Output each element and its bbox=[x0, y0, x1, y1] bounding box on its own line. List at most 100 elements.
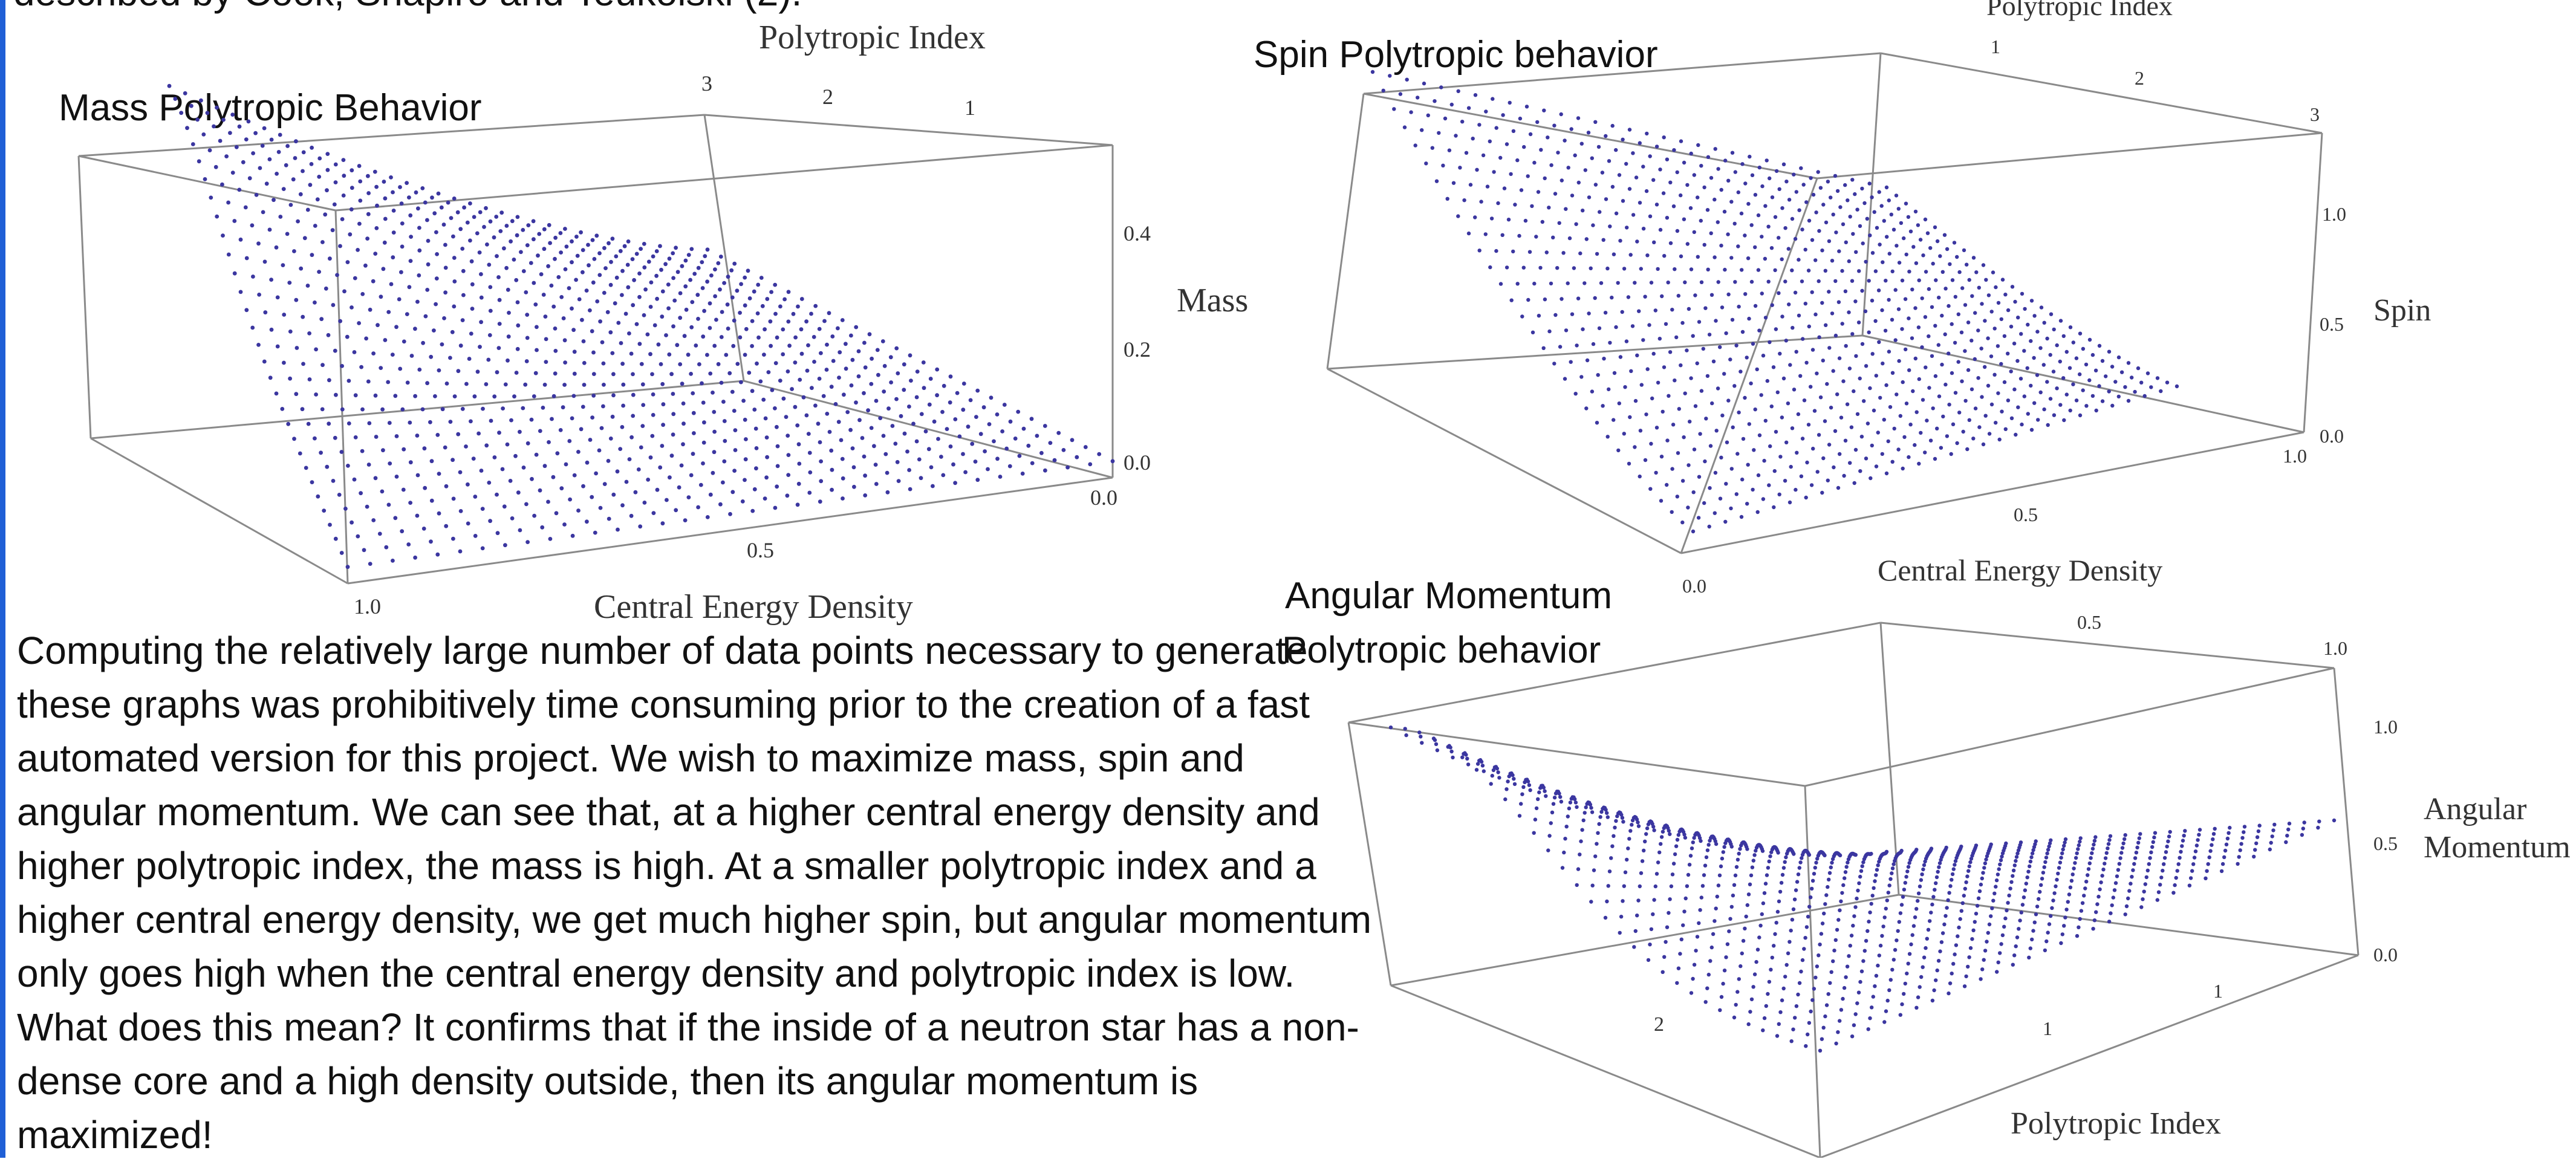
angular-data-point bbox=[1652, 898, 1656, 902]
spin-data-point bbox=[1907, 455, 1911, 459]
mass-data-point bbox=[469, 259, 474, 264]
mass-data-point bbox=[487, 333, 492, 337]
spin-data-point bbox=[1676, 294, 1680, 298]
mass-data-point bbox=[830, 334, 835, 339]
spin-data-point bbox=[1702, 185, 1706, 190]
mass-data-point bbox=[232, 271, 237, 276]
spin-data-point bbox=[1818, 186, 1823, 190]
angular-data-point bbox=[1777, 899, 1781, 904]
mass-data-point bbox=[288, 329, 293, 334]
mass-data-point bbox=[775, 484, 779, 489]
spin-data-point bbox=[1867, 279, 1871, 283]
spin-data-point bbox=[1575, 343, 1579, 348]
spin-data-point bbox=[1679, 193, 1683, 198]
mass-data-point bbox=[408, 501, 412, 505]
spin-data-point bbox=[1680, 520, 1685, 525]
spin-data-point bbox=[1747, 316, 1751, 321]
angular-data-point bbox=[1496, 770, 1500, 774]
spin-data-point bbox=[1786, 247, 1791, 251]
spin-data-point bbox=[2107, 389, 2111, 394]
spin-data-point bbox=[1977, 285, 1981, 290]
mass-data-point bbox=[212, 124, 216, 129]
spin-data-point bbox=[1494, 248, 1498, 253]
spin-data-point bbox=[1847, 366, 1852, 371]
mass-data-point bbox=[747, 296, 752, 300]
spin-data-point bbox=[1563, 138, 1567, 143]
angular-data-point bbox=[1646, 958, 1651, 962]
mass-data-point bbox=[413, 555, 417, 560]
mass-data-point bbox=[452, 304, 457, 309]
mass-data-point bbox=[381, 448, 385, 453]
spin-data-point bbox=[1815, 371, 1819, 375]
mass-data-point bbox=[689, 372, 693, 376]
angular-data-point bbox=[2122, 837, 2127, 842]
mass-data-point bbox=[389, 175, 393, 180]
angular-data-point bbox=[1745, 903, 1749, 907]
angular-data-point bbox=[2138, 832, 2142, 836]
mass-data-point bbox=[786, 473, 791, 477]
spin-data-point bbox=[1660, 294, 1664, 299]
mass-data-point bbox=[701, 461, 705, 466]
angular-data-point bbox=[1692, 962, 1697, 967]
mass-data-point bbox=[407, 285, 412, 290]
angular-data-point bbox=[1831, 959, 1835, 964]
angular-data-point bbox=[1935, 968, 1939, 973]
angular-data-point bbox=[2166, 839, 2170, 843]
spin-data-point bbox=[2003, 427, 2008, 431]
mass-data-point bbox=[643, 287, 648, 292]
mass-data-point bbox=[807, 450, 812, 455]
angular-data-point bbox=[1763, 881, 1768, 886]
angular-data-point bbox=[1434, 742, 1439, 747]
spin-data-point bbox=[1709, 176, 1714, 180]
spin-data-point bbox=[1567, 236, 1572, 241]
angular-data-point bbox=[1567, 807, 1572, 811]
spin-data-point bbox=[2107, 349, 2112, 354]
mass-data-point bbox=[683, 284, 688, 289]
angular-data-point bbox=[2091, 927, 2095, 931]
mass-data-point bbox=[302, 236, 307, 241]
mass-data-point bbox=[785, 433, 790, 438]
spin-data-point bbox=[2042, 407, 2046, 412]
mass-data-point bbox=[353, 435, 358, 440]
angular-data-point bbox=[1983, 861, 1988, 866]
angular-data-point bbox=[2107, 920, 2112, 924]
spin-data-point bbox=[1590, 156, 1594, 160]
angular-data-point bbox=[1662, 955, 1667, 959]
mass-data-point bbox=[844, 366, 848, 371]
spin-data-point bbox=[1451, 181, 1456, 185]
mass-data-point bbox=[692, 431, 696, 435]
spin-data-point bbox=[1726, 232, 1730, 236]
spin-data-point bbox=[1890, 269, 1895, 274]
mass-data-point bbox=[590, 495, 594, 499]
spin-data-point bbox=[1895, 392, 1899, 397]
spin-data-point bbox=[1928, 438, 1933, 443]
mass-data-point bbox=[778, 378, 782, 383]
angular-data-point bbox=[1817, 953, 1821, 958]
spin-data-point bbox=[2100, 399, 2105, 403]
mass-data-point bbox=[247, 176, 252, 181]
mass-data-point bbox=[298, 451, 302, 456]
spin-data-point bbox=[1806, 268, 1811, 273]
spin-data-point bbox=[1777, 291, 1781, 295]
angular-data-point bbox=[2196, 838, 2200, 842]
spin-data-point bbox=[1901, 466, 1905, 471]
spin-data-point bbox=[1827, 443, 1832, 447]
spin-data-point bbox=[1749, 223, 1754, 227]
angular-data-point bbox=[2094, 910, 2098, 914]
angular-data-point bbox=[2059, 855, 2063, 860]
angular-data-point bbox=[1706, 972, 1711, 977]
mass-data-point bbox=[720, 310, 724, 314]
mass-data-point bbox=[570, 260, 574, 265]
angular-data-point bbox=[1743, 926, 1747, 931]
angular-data-point bbox=[2222, 855, 2226, 860]
mass-data-point bbox=[600, 340, 605, 345]
angular-data-point bbox=[1906, 961, 1910, 966]
mass-data-point bbox=[568, 497, 572, 502]
angular-data-point bbox=[1916, 995, 1921, 999]
spin-data-point bbox=[1628, 415, 1632, 420]
spin-data-point bbox=[2064, 392, 2069, 397]
spin-data-point bbox=[1760, 184, 1764, 189]
spin-data-point bbox=[1766, 279, 1771, 284]
spin-data-point bbox=[2010, 285, 2015, 289]
spin-data-point bbox=[1917, 278, 1921, 282]
